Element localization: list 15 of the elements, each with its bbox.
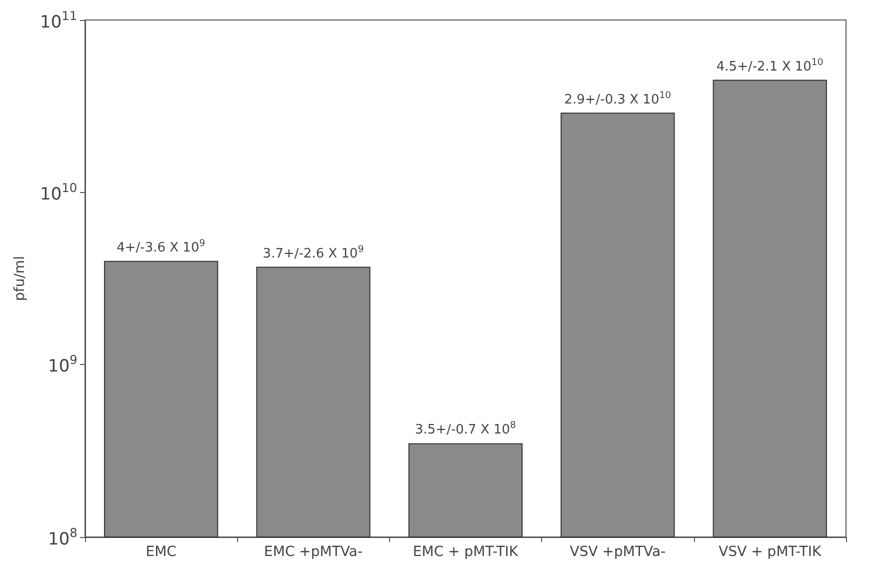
annotation: 4.5+/-2.1 X 10$^{10}$	[716, 56, 824, 74]
y-tick-label: 10$^{11}$	[40, 8, 78, 32]
y-axis-title: pfu/ml	[12, 256, 28, 301]
y-tick-label: 10$^{10}$	[40, 180, 78, 204]
x-tick-label: EMC +pMTVa-	[264, 544, 363, 560]
annotation: 3.5+/-0.7 X 10$^{8}$	[415, 420, 516, 438]
x-tick-label: EMC	[146, 544, 177, 560]
x-tick-label: EMC + pMT-TIK	[412, 544, 519, 560]
x-tick-label: VSV +pMTVa-	[570, 544, 666, 560]
y-tick-label: 10$^{8}$	[48, 526, 78, 549]
annotation: 3.7+/-2.6 X 10$^{9}$	[262, 244, 364, 262]
y-tick-label: 10$^{9}$	[48, 353, 78, 376]
annotation: 4+/-3.6 X 10$^{9}$	[116, 238, 206, 256]
annotation: 2.9+/-0.3 X 10$^{10}$	[564, 90, 672, 108]
x-tick-label: VSV + pMT-TIK	[718, 544, 822, 560]
